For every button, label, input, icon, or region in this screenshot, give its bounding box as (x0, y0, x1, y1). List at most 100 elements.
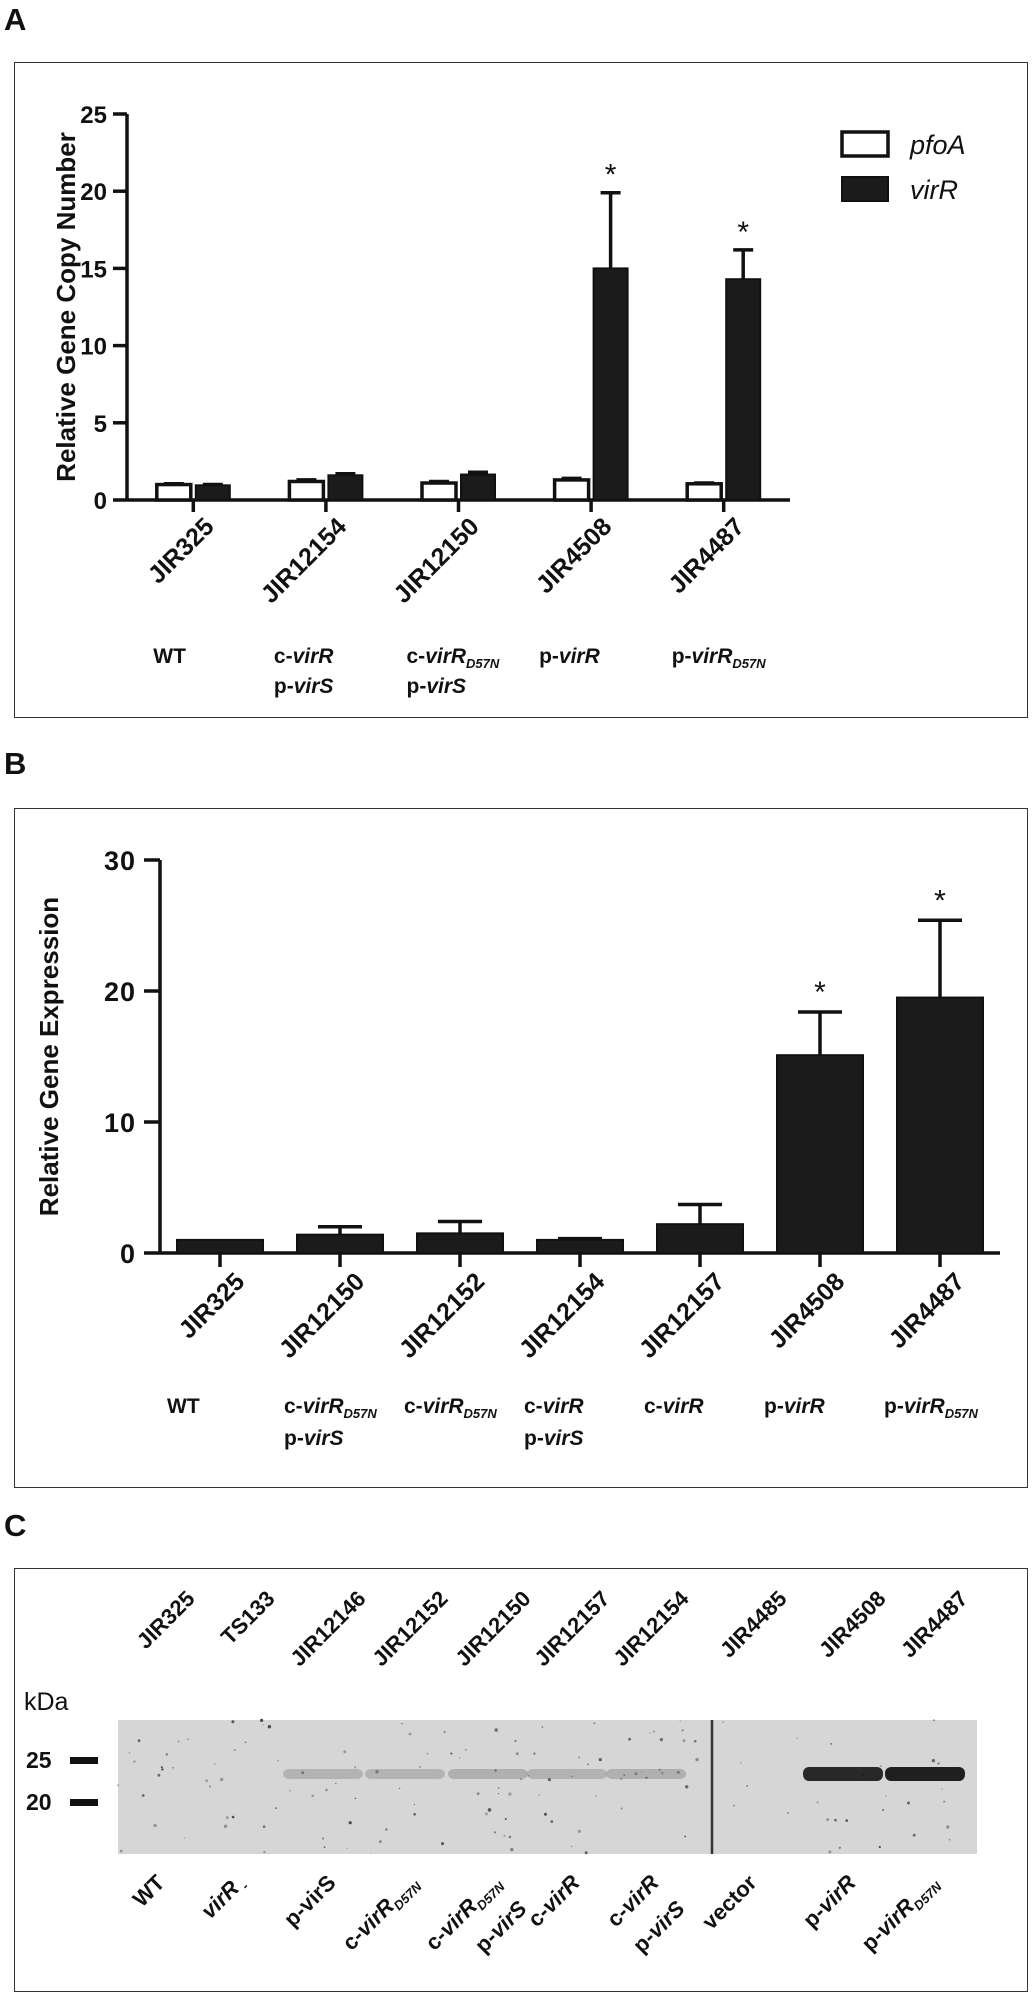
blot-speckle (682, 1739, 686, 1743)
blot-speckle (931, 1759, 936, 1763)
bar-virR-JIR4487 (725, 278, 762, 502)
marker-tick-20 (70, 1799, 98, 1806)
blot-speckle (267, 1725, 272, 1729)
genotype-label: c-virRD57N (404, 1395, 497, 1421)
blot-speckle (323, 1846, 326, 1848)
blot-speckle (325, 1788, 328, 1792)
lane-strain-label: JIR325 (132, 1586, 200, 1654)
blot-speckle (570, 1845, 573, 1848)
blot-speckle (160, 1766, 163, 1769)
blot-speckle (288, 1789, 291, 1792)
blot-speckle (419, 1766, 421, 1768)
legend-swatch-pfoA (840, 130, 890, 158)
marker-tick-25 (70, 1757, 98, 1764)
blot-speckle (370, 1853, 372, 1855)
blot-speckle (413, 1803, 416, 1806)
blot-speckle (128, 1752, 131, 1754)
blot-speckle (746, 1785, 749, 1787)
genotype-label: p-virRD57N (884, 1395, 979, 1421)
lane-genotype-label: p-virRD57N (856, 1869, 945, 1958)
blot-speckle (223, 1824, 228, 1829)
blot-speckle (141, 1794, 145, 1797)
blot-speckle (577, 1829, 582, 1833)
blot-speckle (172, 1766, 175, 1769)
genotype-label: c-virRD57N (407, 645, 500, 671)
lane-strain-label: JIR4485 (715, 1586, 792, 1663)
genotype-label: p-virRD57N (672, 645, 767, 671)
blot-speckle (587, 1763, 589, 1766)
blot-speckle (948, 1838, 951, 1841)
genotype-label: p-virS (524, 1427, 584, 1450)
blot-speckle (584, 1851, 588, 1855)
protein-band (448, 1769, 528, 1779)
blot-speckle (441, 1842, 444, 1846)
blot-speckle (263, 1851, 266, 1854)
blot-speckle (508, 1792, 512, 1796)
blot-speckle (503, 1834, 506, 1837)
legend-swatch-virR (841, 176, 889, 202)
bar-virR-JIR4508 (592, 267, 629, 501)
genotype-label: c-virR (274, 645, 334, 668)
blot-speckle (695, 1758, 699, 1762)
lane-genotype-label: p-virS (279, 1870, 341, 1932)
panel-c-frame (14, 1568, 1028, 1992)
legend-label-pfoA: pfoA (909, 130, 966, 160)
blot-speckle (593, 1722, 596, 1725)
blot-speckle (740, 1762, 742, 1764)
blot-speckle (311, 1794, 315, 1798)
lane-strain-label: JIR12150 (450, 1586, 535, 1671)
lane-strain-label: JIR12154 (608, 1585, 694, 1671)
blot-speckle (722, 1721, 724, 1723)
blot-speckle (685, 1785, 689, 1789)
blot-speckle (484, 1812, 488, 1816)
y-tick-label: 20 (80, 179, 107, 206)
blot-speckle (880, 1765, 882, 1768)
y-tick-label: 0 (94, 488, 107, 515)
blot-speckle (946, 1825, 950, 1829)
blot-speckle (385, 1828, 388, 1831)
significance-star: * (814, 976, 826, 1009)
blot-speckle (426, 1752, 429, 1755)
lane-genotype-label: c-virR (523, 1870, 585, 1932)
blot-speckle (498, 1793, 500, 1795)
blot-speckle (244, 1741, 247, 1744)
genotype-label: p-virS (284, 1427, 344, 1450)
lane-strain-label: JIR12152 (367, 1586, 452, 1671)
blot-speckle (450, 1752, 453, 1755)
blot-speckle (177, 1740, 180, 1743)
blot-speckle (487, 1808, 492, 1812)
blot-speckle (413, 1813, 416, 1816)
lane-strain-label: TS133 (216, 1586, 280, 1650)
blot-speckle (379, 1840, 382, 1843)
blot-speckle (354, 1766, 357, 1769)
blot-speckle (225, 1816, 229, 1820)
bar-JIR12157 (656, 1223, 744, 1255)
blot-speckle (528, 1775, 530, 1777)
blot-speckle (544, 1812, 547, 1816)
blot-speckle (828, 1850, 832, 1854)
y-axis-label: Relative Gene Copy Number (51, 132, 81, 482)
blot-speckle (231, 1815, 235, 1819)
blot-speckle (233, 1748, 236, 1752)
blot-speckle (943, 1800, 946, 1803)
blot-speckle (510, 1847, 514, 1852)
y-tick-label: 10 (104, 1108, 136, 1138)
panel-label-b: B (4, 746, 27, 781)
blot-speckle (301, 1771, 305, 1775)
genotype-label: c-virR (644, 1395, 704, 1418)
blot-speckle (514, 1739, 517, 1743)
y-tick-label: 10 (80, 334, 107, 361)
blot-speckle (119, 1849, 123, 1853)
panel-a-frame (14, 62, 1028, 718)
blot-speckle (157, 1773, 161, 1777)
blot-speckle (598, 1758, 602, 1762)
blot-speckle (937, 1762, 940, 1765)
blot-speckle (693, 1739, 697, 1743)
blot-speckle (493, 1831, 497, 1834)
blot-speckle (620, 1807, 623, 1810)
blot-speckle (494, 1728, 499, 1732)
blot-speckle (458, 1757, 461, 1759)
blot-speckle (515, 1752, 519, 1756)
